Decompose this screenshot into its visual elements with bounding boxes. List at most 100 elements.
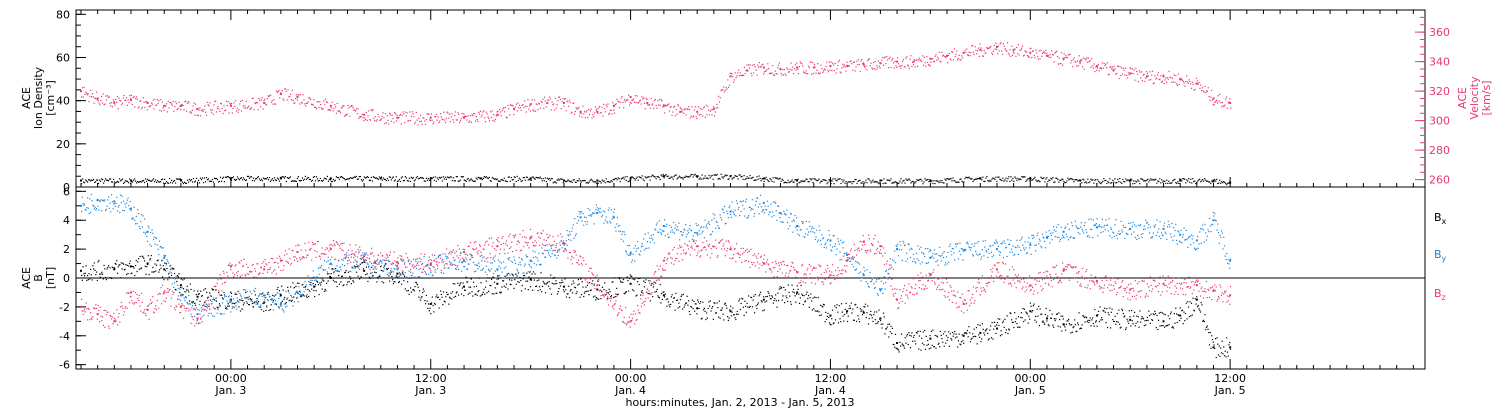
bx-sample <box>347 281 349 283</box>
by-sample <box>352 267 354 269</box>
bx-sample <box>843 320 845 322</box>
bx-sample <box>864 306 866 308</box>
by-sample <box>499 260 501 263</box>
velocity-point <box>1079 60 1082 63</box>
by-sample <box>488 269 490 272</box>
bx-sample <box>298 282 300 284</box>
velocity-sample <box>228 112 230 114</box>
by-sample <box>138 225 140 228</box>
ion-density-sample <box>836 180 838 182</box>
ion-density-sample <box>617 177 619 179</box>
by-point <box>762 201 765 204</box>
b-tick-label: 6 <box>63 185 70 198</box>
velocity-sample <box>139 100 141 102</box>
by-sample <box>116 210 119 212</box>
by-sample <box>390 263 392 265</box>
bx-sample <box>1202 320 1204 322</box>
velocity-sample <box>1220 106 1223 108</box>
velocity-sample <box>324 98 327 100</box>
ion-density-sample <box>685 175 687 177</box>
ion-density-sample <box>918 179 920 181</box>
ion-density-sample <box>145 180 148 182</box>
bx-sample <box>1020 316 1022 318</box>
ion-density-sample <box>675 174 677 176</box>
by-sample <box>312 270 314 272</box>
bx-sample <box>457 294 460 296</box>
velocity-sample <box>743 74 745 76</box>
velocity-sample <box>347 104 349 107</box>
ion-density-sample <box>924 178 926 180</box>
ion-density-sample <box>870 182 872 184</box>
velocity-sample <box>1096 67 1099 69</box>
ion-density-sample <box>201 177 204 179</box>
ion-density-sample <box>1007 178 1009 180</box>
velocity-sample <box>1124 74 1126 76</box>
ion-density-sample <box>400 177 402 179</box>
bx-sample <box>544 292 547 294</box>
velocity-sample <box>1205 90 1208 92</box>
by-sample <box>495 277 497 279</box>
bx-sample <box>825 318 828 321</box>
velocity-sample <box>483 110 485 112</box>
ion-density-sample <box>162 182 165 184</box>
bx-sample <box>263 301 266 304</box>
velocity-sample <box>211 109 213 111</box>
velocity-sample <box>873 68 875 70</box>
bx-sample <box>601 286 604 288</box>
bx-sample <box>1200 302 1202 304</box>
bx-sample <box>346 284 348 286</box>
velocity-sample <box>441 118 443 120</box>
by-sample <box>329 263 331 266</box>
ion-density-sample <box>430 177 432 179</box>
velocity-sample <box>703 106 706 108</box>
bx-sample <box>1025 311 1027 313</box>
bx-sample <box>520 280 522 282</box>
bx-sample <box>179 291 181 294</box>
ion-density-sample <box>995 176 997 178</box>
bx-sample <box>822 303 825 306</box>
bx-sample <box>1064 326 1066 328</box>
ion-density-sample <box>531 176 533 178</box>
bx-sample <box>807 294 810 297</box>
velocity-sample <box>1083 68 1085 70</box>
bx-sample <box>873 311 876 313</box>
velocity-sample <box>709 110 711 112</box>
bx-sample <box>165 262 167 265</box>
bx-sample <box>100 273 102 275</box>
ion-density-sample <box>281 176 284 178</box>
ion-density-sample <box>216 178 219 181</box>
ion-density-sample <box>232 176 235 178</box>
velocity-sample <box>588 114 591 116</box>
by-sample <box>242 289 245 291</box>
bx-sample <box>417 286 419 288</box>
ion-density-sample <box>405 177 407 179</box>
bx-sample <box>1058 312 1060 314</box>
by-sample <box>293 287 295 289</box>
bx-sample <box>1003 326 1005 328</box>
velocity-sample <box>310 103 313 105</box>
ion-density-sample <box>428 179 430 181</box>
ion-density-point <box>662 175 665 178</box>
bx-sample <box>493 293 495 295</box>
velocity-sample <box>693 115 695 117</box>
bx-sample <box>810 300 813 302</box>
velocity-point <box>1145 75 1148 78</box>
bx-sample <box>1054 319 1056 322</box>
ion-density-sample <box>173 180 176 182</box>
by-sample <box>80 210 83 213</box>
ion-density-sample <box>571 181 573 184</box>
ion-density-sample <box>228 177 231 179</box>
bx-sample <box>953 333 955 335</box>
ion-density-sample <box>1227 182 1229 185</box>
bx-sample <box>597 280 599 283</box>
velocity-sample <box>996 53 999 55</box>
bx-sample <box>993 321 996 323</box>
bx-sample <box>107 266 109 268</box>
bx-sample <box>444 301 446 303</box>
bx-sample <box>872 320 874 323</box>
bx-sample <box>389 280 391 282</box>
velocity-sample <box>1044 52 1046 54</box>
velocity-sample <box>658 99 661 101</box>
ion-density-sample <box>91 179 94 182</box>
ion-density-sample <box>1090 178 1092 180</box>
